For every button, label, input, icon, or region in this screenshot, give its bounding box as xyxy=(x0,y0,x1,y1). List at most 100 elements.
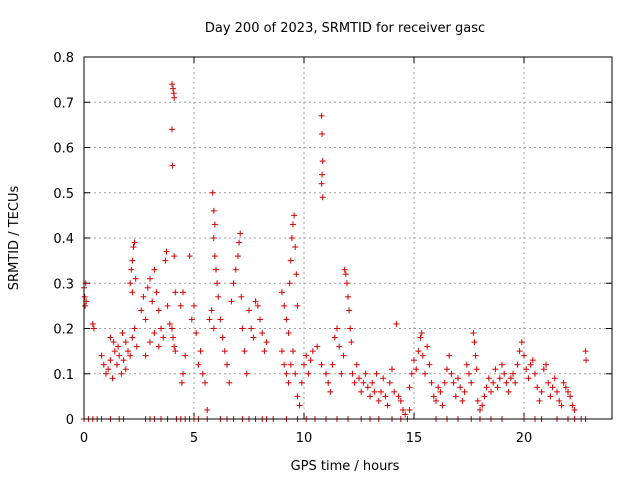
data-point-marker xyxy=(411,357,417,364)
data-point-marker xyxy=(103,370,109,377)
x-tick-label: 15 xyxy=(406,431,423,446)
data-point-marker xyxy=(340,352,347,359)
data-point-marker xyxy=(90,325,97,332)
data-point-marker xyxy=(450,379,457,386)
data-point-marker xyxy=(107,334,114,341)
data-point-marker xyxy=(111,348,118,355)
data-point-marker xyxy=(81,293,88,300)
data-point-marker xyxy=(122,366,129,373)
data-point-marker xyxy=(243,370,250,377)
data-point-marker xyxy=(169,81,175,88)
data-point-marker xyxy=(172,348,179,355)
data-point-marker xyxy=(347,325,354,332)
data-point-marker xyxy=(214,280,221,287)
data-point-marker xyxy=(452,393,459,400)
data-point-marker xyxy=(259,330,266,337)
data-point-marker xyxy=(149,298,156,305)
data-point-marker xyxy=(543,361,549,368)
data-point-marker xyxy=(118,370,125,377)
data-point-marker xyxy=(406,384,413,391)
data-point-marker xyxy=(131,325,138,332)
data-point-marker xyxy=(446,352,453,359)
data-point-marker xyxy=(433,397,439,404)
data-point-marker xyxy=(384,402,391,409)
data-point-marker xyxy=(151,330,158,337)
data-point-marker xyxy=(474,397,481,404)
data-point-marker xyxy=(558,402,565,409)
y-tick-label: 0.1 xyxy=(53,368,74,383)
data-points xyxy=(81,81,590,422)
data-point-marker xyxy=(171,343,178,350)
data-point-marker xyxy=(283,316,290,323)
data-point-marker xyxy=(226,379,233,386)
data-point-marker xyxy=(455,375,461,382)
data-point-marker xyxy=(206,316,213,323)
data-point-marker xyxy=(391,388,398,395)
data-point-marker xyxy=(538,388,545,395)
data-point-marker xyxy=(319,171,326,178)
data-point-marker xyxy=(492,366,499,373)
data-point-marker xyxy=(232,266,239,273)
y-tick-label: 0 xyxy=(66,413,74,428)
data-point-marker xyxy=(248,325,255,332)
data-point-marker xyxy=(468,379,475,386)
data-point-marker xyxy=(127,352,134,359)
x-axis-label: GPS time / hours xyxy=(291,459,400,474)
data-point-marker xyxy=(250,334,257,341)
data-point-marker xyxy=(496,375,503,382)
data-point-marker xyxy=(138,307,145,314)
y-tick-label: 0.3 xyxy=(53,277,74,292)
data-point-marker xyxy=(471,339,478,346)
data-point-marker xyxy=(195,361,202,368)
data-point-marker xyxy=(294,302,301,309)
data-point-marker xyxy=(235,253,241,260)
data-point-marker xyxy=(369,379,376,386)
data-point-marker xyxy=(170,85,177,92)
data-point-marker xyxy=(382,393,389,400)
y-tick-label: 0.4 xyxy=(53,232,74,247)
data-point-marker xyxy=(319,194,326,201)
data-point-marker xyxy=(142,352,149,359)
data-point-marker xyxy=(408,370,415,377)
data-point-marker xyxy=(208,307,215,314)
data-point-marker xyxy=(325,379,332,386)
data-point-marker xyxy=(342,271,349,278)
data-point-marker xyxy=(120,357,127,364)
data-point-marker xyxy=(466,370,472,377)
data-point-marker xyxy=(202,379,208,386)
data-point-marker xyxy=(477,406,483,413)
data-point-marker xyxy=(191,302,197,309)
data-point-marker xyxy=(287,361,294,368)
data-point-marker xyxy=(314,343,321,350)
data-point-marker xyxy=(217,316,224,323)
data-point-marker xyxy=(338,370,345,377)
data-point-marker xyxy=(252,298,259,305)
data-point-marker xyxy=(122,339,129,346)
data-point-marker xyxy=(351,379,358,386)
data-point-marker xyxy=(485,375,492,382)
data-point-marker xyxy=(473,366,480,373)
data-point-marker xyxy=(567,393,574,400)
data-point-marker xyxy=(371,388,378,395)
data-point-marker xyxy=(290,348,296,355)
data-point-marker xyxy=(424,343,431,350)
data-point-marker xyxy=(186,253,193,260)
data-point-marker xyxy=(346,307,353,314)
data-point-marker xyxy=(239,325,246,332)
data-point-marker xyxy=(428,379,435,386)
data-point-marker xyxy=(125,348,131,355)
data-point-marker xyxy=(279,289,285,296)
data-point-marker xyxy=(131,239,138,246)
data-point-marker xyxy=(158,325,164,332)
data-point-marker xyxy=(129,257,136,264)
tick-layer: 0 0.1 0.2 0.3 0.4 0.5 0.6 0.7 0.8 0 5 10 15 20 xyxy=(53,51,612,446)
data-point-marker xyxy=(110,339,117,346)
data-point-marker xyxy=(318,361,325,368)
data-point-marker xyxy=(180,289,186,296)
data-point-marker xyxy=(319,130,326,137)
data-point-marker xyxy=(341,266,348,273)
data-point-marker xyxy=(501,370,508,377)
data-point-marker xyxy=(246,307,252,314)
y-tick-label: 0.6 xyxy=(53,142,74,157)
